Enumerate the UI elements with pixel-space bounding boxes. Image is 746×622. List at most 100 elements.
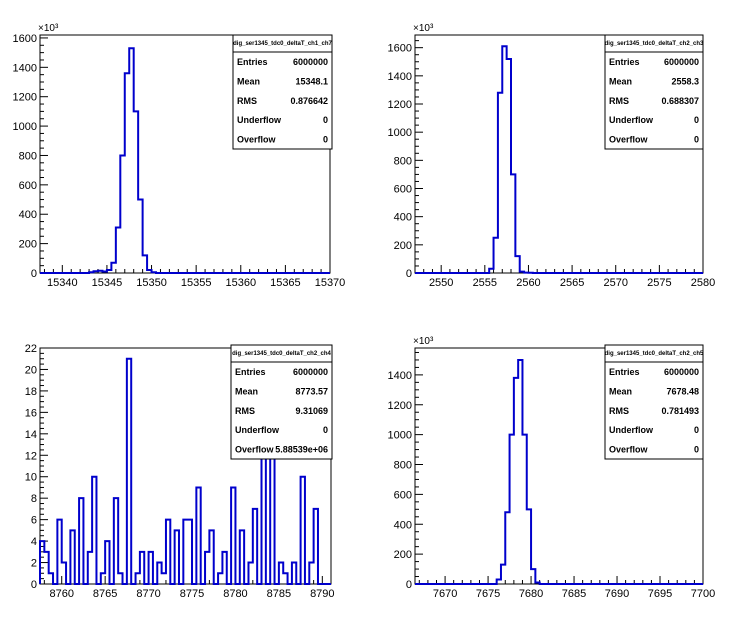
y-tick-label: 12 xyxy=(25,450,37,462)
stats-row-label: Entries xyxy=(235,367,266,377)
stats-row-label: RMS xyxy=(609,96,629,106)
stats-row-label: RMS xyxy=(609,406,629,416)
stats-row-value: 0 xyxy=(323,425,328,435)
stats-row-value: 0.876642 xyxy=(290,96,328,106)
x-tick-label: 7680 xyxy=(519,588,543,600)
x-tick-label: 15360 xyxy=(225,277,256,289)
y-tick-label: 800 xyxy=(394,460,412,472)
x-tick-label: 7695 xyxy=(648,588,672,600)
y-tick-label: 1200 xyxy=(388,400,412,412)
y-tick-label: 20 xyxy=(25,364,37,376)
stats-row-value: 0 xyxy=(694,425,699,435)
stats-box: dig_ser1345_tdc0_deltaT_ch1_ch7 Entries 60… xyxy=(232,34,333,150)
x-tick-label: 2560 xyxy=(516,277,540,289)
x-tick-label: 8770 xyxy=(136,588,160,600)
x-tick-label: 7685 xyxy=(562,588,586,600)
stats-row-value: 0 xyxy=(694,445,699,455)
stats-box-frame xyxy=(232,34,333,150)
stats-row-label: Mean xyxy=(235,386,258,396)
x-tick-label: 8760 xyxy=(49,588,73,600)
y-tick-label: 2 xyxy=(31,558,37,570)
y-tick-label: 600 xyxy=(394,489,412,501)
x-tick-label: 15350 xyxy=(136,277,167,289)
y-tick-label: 0 xyxy=(406,579,412,591)
stats-row-label: Overflow xyxy=(237,135,277,145)
stats-row-value: 6000000 xyxy=(664,57,699,67)
stats-row-label: Underflow xyxy=(609,115,654,125)
stats-row-value: 0.688307 xyxy=(661,96,699,106)
stats-box-frame xyxy=(604,344,704,460)
x-tick-label: 15365 xyxy=(270,277,301,289)
y-tick-label: 1000 xyxy=(388,127,412,139)
y-tick-label: 6 xyxy=(31,515,37,527)
y-tick-label: 1600 xyxy=(13,33,37,45)
x-tick-label: 8765 xyxy=(93,588,117,600)
stats-row-value: 9.31069 xyxy=(295,406,328,416)
stats-row-value: 8773.57 xyxy=(295,386,328,396)
stats-row-label: Entries xyxy=(237,57,268,67)
y-tick-label: 600 xyxy=(19,180,37,192)
histogram-panel-4: 7670 7675 7680 7685 7690 7695 7700 0 200 400 600 80… xyxy=(388,336,716,600)
x-tick-label: 8780 xyxy=(223,588,247,600)
x-tick-label: 8775 xyxy=(180,588,204,600)
stats-box: dig_ser1345_tdc0_deltaT_ch2_ch3 Entries 60… xyxy=(604,34,704,150)
y-tick-label: 1400 xyxy=(388,370,412,382)
y-tick-label: 400 xyxy=(19,209,37,221)
x-tick-label: 15355 xyxy=(181,277,212,289)
histogram-line xyxy=(40,47,330,274)
stats-row-label: Overflow xyxy=(609,445,649,455)
stats-row-value: 0 xyxy=(694,115,699,125)
y-tick-label: 22 xyxy=(25,343,37,355)
x-tick-label: 2555 xyxy=(473,277,497,289)
y-tick-label: 200 xyxy=(394,240,412,252)
stats-row-label: Underflow xyxy=(237,115,282,125)
x-tick-label: 2550 xyxy=(429,277,453,289)
y-tick-label: 0 xyxy=(31,579,37,591)
stats-row-label: Underflow xyxy=(235,425,280,435)
histogram-panel-1: 15340 15345 15350 15355 15360 15365 15370 0 200 4… xyxy=(13,23,346,289)
y-tick-label: 8 xyxy=(31,493,37,505)
stats-row-label: Mean xyxy=(237,76,260,86)
y-tick-label: 16 xyxy=(25,407,37,419)
y-tick-label: 14 xyxy=(25,429,37,441)
y-tick-label: 0 xyxy=(406,268,412,280)
y-tick-label: 800 xyxy=(394,155,412,167)
stats-row-value: 0 xyxy=(323,115,328,125)
stats-row-label: Mean xyxy=(609,386,632,396)
x-tick-label: 15370 xyxy=(315,277,346,289)
stats-row-value: 2558.3 xyxy=(671,76,699,86)
stats-row-value: 7678.48 xyxy=(666,386,699,396)
y-multiplier-label: ×10³ xyxy=(413,336,434,347)
stats-row-label: Underflow xyxy=(609,425,654,435)
y-tick-label: 1400 xyxy=(13,62,37,74)
y-tick-label: 1400 xyxy=(388,71,412,83)
y-tick-label: 600 xyxy=(394,184,412,196)
y-tick-label: 400 xyxy=(394,212,412,224)
stats-row-label: Entries xyxy=(609,367,640,377)
stats-row-label: Overflow xyxy=(235,445,275,455)
stats-title: dig_ser1345_tdc0_deltaT_ch1_ch7 xyxy=(233,41,332,47)
stats-row-value: 6000000 xyxy=(664,367,699,377)
histogram-line xyxy=(415,358,703,585)
y-tick-label: 1200 xyxy=(388,99,412,111)
y-tick-label: 1200 xyxy=(13,92,37,104)
stats-title: dig_ser1345_tdc0_deltaT_ch2_ch4 xyxy=(232,351,331,357)
x-tick-label: 7670 xyxy=(433,588,457,600)
histogram-line xyxy=(39,357,331,585)
x-tick-label: 2565 xyxy=(560,277,584,289)
x-tick-label: 7675 xyxy=(476,588,500,600)
stats-row-value: 6000000 xyxy=(293,57,328,67)
y-multiplier-label: ×10³ xyxy=(38,23,59,34)
stats-title: dig_ser1345_tdc0_deltaT_ch2_ch5 xyxy=(605,351,704,357)
stats-title: dig_ser1345_tdc0_deltaT_ch2_ch3 xyxy=(605,41,704,47)
x-tick-label: 2580 xyxy=(691,277,715,289)
y-tick-label: 0 xyxy=(31,268,37,280)
stats-box-frame xyxy=(230,344,333,460)
x-tick-label: 2575 xyxy=(647,277,671,289)
stats-box: dig_ser1345_tdc0_deltaT_ch2_ch4 Entries 60… xyxy=(230,344,333,460)
stats-row-value: 0 xyxy=(323,135,328,145)
x-tick-label: 15345 xyxy=(92,277,123,289)
x-tick-label: 8790 xyxy=(310,588,334,600)
y-tick-label: 1600 xyxy=(388,43,412,55)
